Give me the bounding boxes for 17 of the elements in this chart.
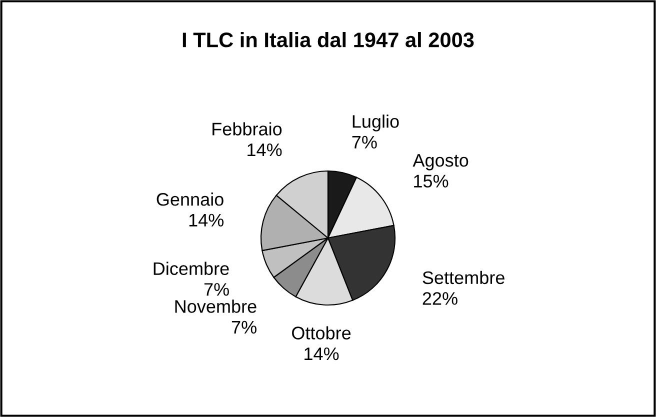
data-label: 14% bbox=[304, 348, 339, 360]
data-label: 7% bbox=[204, 283, 229, 296]
slice-label: Luglio bbox=[352, 114, 399, 132]
slice-label: Febbraio bbox=[212, 122, 282, 136]
slice-label: Settembre bbox=[422, 270, 504, 284]
slice-label: Novembre bbox=[175, 300, 256, 313]
data-label: 15% bbox=[414, 174, 448, 188]
slice-label: Ottobre bbox=[292, 326, 351, 340]
slice-label: Gennaio bbox=[156, 192, 224, 206]
slice-label: Dicembre bbox=[154, 262, 229, 276]
slice-label: Agosto bbox=[412, 154, 468, 170]
chart-title: I TLC in Italia dal 1947 al 2003 bbox=[182, 32, 474, 48]
data-label: 7% bbox=[352, 136, 377, 149]
data-label: 22% bbox=[422, 292, 458, 305]
data-label: 14% bbox=[248, 144, 282, 156]
data-label: 7% bbox=[232, 320, 256, 334]
data-label: 14% bbox=[189, 214, 224, 226]
